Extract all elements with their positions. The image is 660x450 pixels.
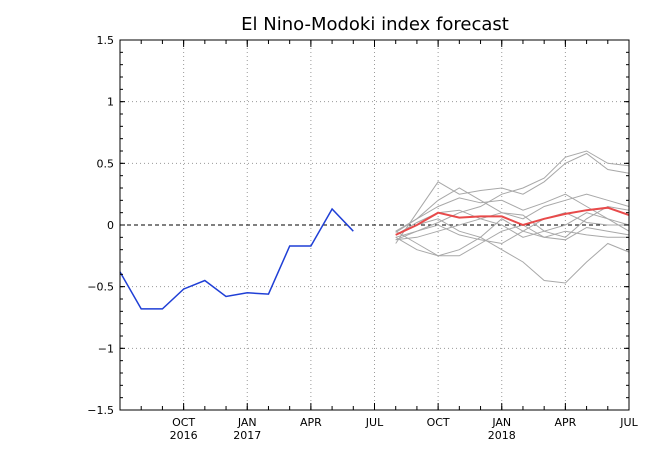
x-tick-year-label: 2017 xyxy=(233,429,261,442)
ensemble-members xyxy=(395,150,630,284)
ensemble-mean xyxy=(395,206,630,236)
ensemble-member-line xyxy=(395,224,630,257)
ensemble-mean-line xyxy=(395,206,630,236)
ensemble-member-line xyxy=(395,230,630,284)
y-tick-label: −1 xyxy=(98,342,114,355)
y-tick-label: 0 xyxy=(107,219,114,232)
observed-line xyxy=(119,207,354,310)
ensemble-member-line xyxy=(395,150,630,238)
chart-title: El Nino-Modoki index forecast xyxy=(241,14,509,35)
ensemble-member-line xyxy=(395,193,630,232)
y-tick-label: −1.5 xyxy=(87,404,114,417)
ensemble-member-line xyxy=(395,152,630,244)
x-tick-year-label: 2016 xyxy=(170,429,198,442)
y-tick-label: 1.5 xyxy=(97,34,115,47)
ensemble-member-line xyxy=(395,218,629,238)
x-tick-label: OCT xyxy=(172,416,195,429)
ensemble-member-line xyxy=(395,205,630,241)
x-tick-label: APR xyxy=(300,416,322,429)
x-tick-year-label: 2018 xyxy=(488,429,516,442)
x-tick-label: OCT xyxy=(427,416,450,429)
x-tick-label: JUL xyxy=(365,416,384,429)
y-tick-label: 1 xyxy=(107,96,114,109)
observed-series xyxy=(119,207,354,310)
x-tick-label: JUL xyxy=(619,416,638,429)
ensemble-member-line xyxy=(395,212,629,245)
x-tick-label: APR xyxy=(554,416,576,429)
x-tick-label: JAN xyxy=(237,416,257,429)
ensemble-member-line xyxy=(395,187,630,233)
plot-frame xyxy=(119,39,630,411)
x-tick-label: JAN xyxy=(491,416,511,429)
y-tick-label: −0.5 xyxy=(87,281,114,294)
y-tick-label: 0.5 xyxy=(97,157,115,170)
